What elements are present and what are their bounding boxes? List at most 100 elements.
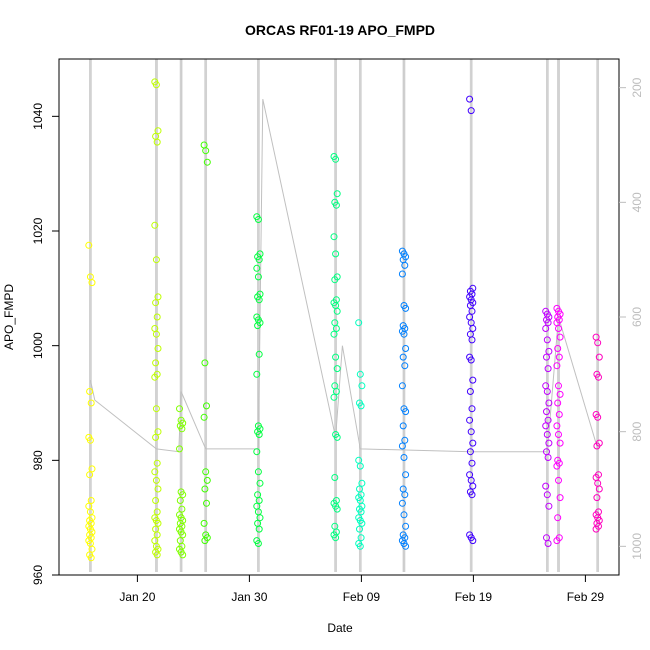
data-point [152,81,160,89]
data-point [332,155,340,163]
data-point [593,494,601,502]
data-point [201,485,209,493]
data-point [401,491,409,499]
data-point [554,399,562,407]
data-point [152,497,160,504]
data-point [358,382,366,390]
data-point [468,307,476,315]
data-point [556,494,564,502]
data-point [254,273,262,281]
data-point [358,479,366,487]
data-point [357,508,365,516]
data-point [255,497,263,504]
x-tick-label: Jan 30 [231,590,267,604]
data-point [200,141,208,149]
data-point [331,276,339,284]
data-point [253,264,261,272]
data-point [87,554,95,562]
data-point [178,505,186,513]
data-point [332,250,340,258]
data-point [556,439,564,447]
data-point [553,422,561,430]
data-point [151,373,159,381]
data-point [331,474,339,481]
data-point [402,345,410,352]
data-point [545,399,553,407]
data-point [254,216,262,223]
data-point [556,333,564,341]
data-point [592,333,600,341]
data-point [154,293,162,301]
data-point [88,545,96,553]
plot-box [58,58,620,576]
data-point [176,445,183,453]
data-point [332,325,340,332]
data-point [542,325,550,332]
data-point [255,350,263,358]
data-point [255,256,263,264]
data-point [255,296,263,304]
data-point [542,422,550,430]
data-point [402,542,410,550]
data-point [356,462,364,470]
data-point [151,221,159,229]
data-point [332,353,340,361]
data-point [88,279,96,287]
data-point [356,370,364,378]
grey-connecting-line [89,98,599,453]
data-point [152,405,160,413]
data-point [154,127,162,135]
data-point [555,476,562,484]
axes: 960 980 1000 1020 1040 Jan 20 Jan 30 Feb 09 Feb … [31,58,644,604]
data-point [254,468,262,476]
data-point [595,353,603,361]
data-point [468,491,476,499]
data-point [330,393,338,401]
data-point [153,508,161,516]
data-point [154,485,162,493]
data-point [553,462,561,470]
data-point [402,522,410,530]
data-point [203,476,211,484]
data-point [333,505,341,513]
data-point [469,325,477,332]
data-point [332,534,340,542]
data-point [466,95,474,103]
y-tick-label: 960 [31,565,45,585]
data-point [202,468,210,476]
data-point [467,428,475,436]
data-point [555,431,562,438]
right-y-tick-label: 400 [630,192,644,212]
data-point [153,459,161,467]
data-point [88,465,96,473]
data-point [85,241,93,249]
data-point [357,402,365,410]
right-y-tick-label: 1000 [630,533,644,560]
x-tick-label: Jan 20 [119,590,155,604]
data-point [253,448,261,456]
data-point [153,551,161,559]
data-point [398,499,406,507]
data-points [85,78,603,562]
data-point [256,479,264,487]
data-point [86,388,94,395]
data-point [466,448,474,456]
data-point [152,299,160,307]
data-point [152,256,160,264]
data-point [152,330,160,338]
data-point [255,525,263,533]
data-point [543,336,551,344]
data-point [254,322,262,330]
data-point [255,431,263,438]
data-point [399,353,407,361]
data-point [151,325,159,332]
data-point [595,373,602,381]
x-tick-label: Feb 09 [343,590,381,604]
data-point [151,537,159,545]
chart-title: ORCAS RF01-19 APO_FMPD [245,22,435,38]
data-point [556,390,564,398]
data-point [333,365,341,373]
data-point [151,468,159,476]
data-point [202,147,210,155]
